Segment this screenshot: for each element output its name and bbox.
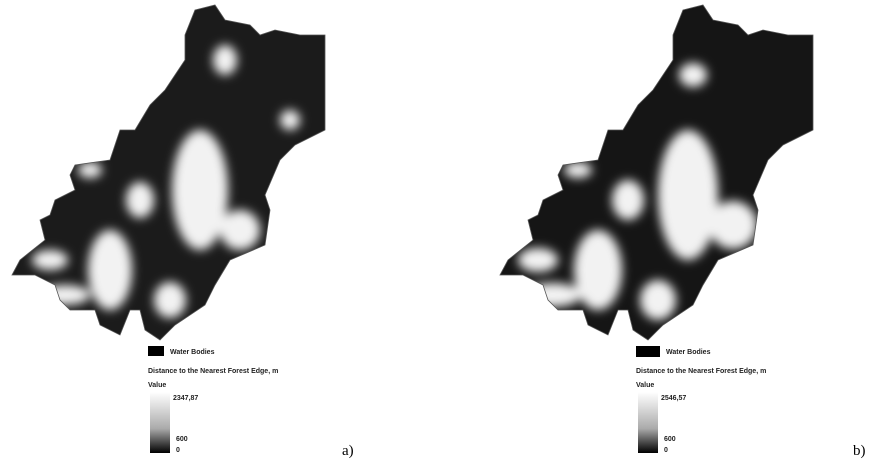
legend-water: Water Bodies [170,349,215,356]
figure: Water Bodies Distance to the Nearest For… [0,0,877,459]
legend-a: Water Bodies Distance to the Nearest For… [148,346,354,459]
legend-water: Water Bodies [666,349,711,356]
legend-max: 2347,87 [173,395,198,402]
legend-title: Distance to the Nearest Forest Edge, m [636,368,766,375]
map-a [0,0,340,345]
legend-title: Distance to the Nearest Forest Edge, m [148,368,278,375]
legend-value-heading: Value [636,382,654,389]
water-swatch [636,346,660,357]
legend-min: 0 [176,447,180,454]
panel-label: b) [853,443,866,459]
legend-b: Water Bodies Distance to the Nearest For… [636,346,866,459]
legend-max: 2546,57 [661,395,686,402]
map-b [488,0,828,345]
water-swatch [148,346,164,356]
legend-mid: 600 [664,436,676,443]
legend-value-heading: Value [148,382,166,389]
legend-mid: 600 [176,436,188,443]
color-ramp [638,392,658,453]
legend-min: 0 [664,447,668,454]
color-ramp [150,392,170,453]
panel-label: a) [342,443,354,459]
